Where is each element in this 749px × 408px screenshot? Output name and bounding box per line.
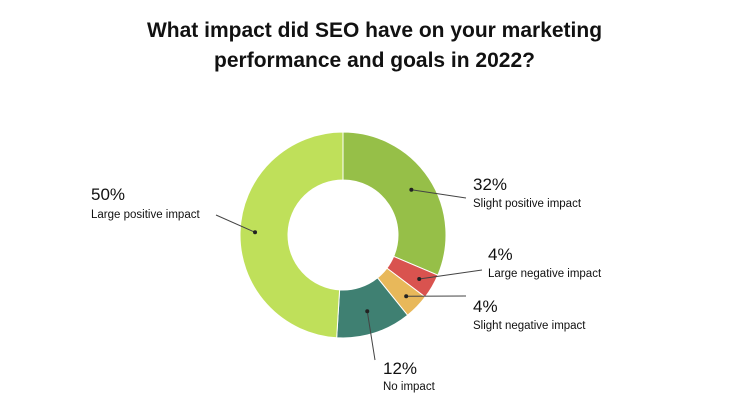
chart-title: What impact did SEO have on your marketi… xyxy=(0,16,749,76)
leader-slight-positive xyxy=(409,187,467,199)
chart-title-line-2: performance and goals in 2022? xyxy=(214,49,535,72)
leader-large-positive xyxy=(215,214,258,235)
value-label-large-positive: 50% xyxy=(91,185,125,204)
leader-no-impact xyxy=(365,309,376,361)
value-label-slight-positive: 32% xyxy=(473,175,507,194)
category-label-slight-negative: Slight negative impact xyxy=(473,320,586,332)
slice-slight-positive xyxy=(342,131,447,276)
value-label-slight-negative: 4% xyxy=(473,297,498,316)
value-label-no-impact: 12% xyxy=(383,359,417,378)
category-label-large-negative: Large negative impact xyxy=(488,268,602,280)
value-label-large-negative: 4% xyxy=(488,245,513,264)
chart-title-line-1: What impact did SEO have on your marketi… xyxy=(146,19,603,42)
category-label-slight-positive: Slight positive impact xyxy=(473,198,582,210)
category-label-no-impact: No impact xyxy=(383,381,436,393)
category-label-large-positive: Large positive impact xyxy=(91,209,200,221)
leader-slight-negative xyxy=(404,294,467,299)
slice-large-positive xyxy=(239,131,344,339)
leader-large-negative xyxy=(417,269,483,281)
